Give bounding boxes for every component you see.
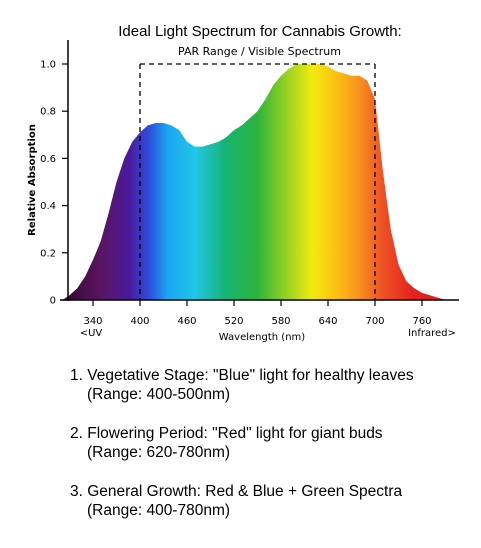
y-axis-ticks: 0 0.2 0.4 0.6 0.8 1.0 bbox=[40, 60, 68, 307]
y-tick-label: 0.2 bbox=[40, 248, 56, 259]
x-tick-label: 340 bbox=[83, 316, 102, 327]
y-tick-label: 0.8 bbox=[40, 107, 56, 118]
x-tick-label: 580 bbox=[271, 316, 290, 327]
note-range: (Range: 620-780nm) bbox=[87, 444, 231, 461]
par-range-label: PAR Range / Visible Spectrum bbox=[178, 45, 341, 58]
growth-notes: 1. Vegetative Stage: "Blue" light for he… bbox=[70, 366, 470, 540]
x-axis-label: Wavelength (nm) bbox=[219, 332, 305, 343]
note-range: (Range: 400-500nm) bbox=[87, 386, 231, 403]
y-tick-label: 1.0 bbox=[40, 60, 56, 71]
y-tick-label: 0.4 bbox=[40, 201, 56, 212]
x-tick-label: 520 bbox=[224, 316, 243, 327]
note-text: 3. General Growth: Red & Blue + Green Sp… bbox=[70, 483, 403, 500]
y-axis-label: Relative Absorption bbox=[27, 124, 38, 236]
note-vegetative: 1. Vegetative Stage: "Blue" light for he… bbox=[70, 366, 470, 404]
note-text: 1. Vegetative Stage: "Blue" light for he… bbox=[70, 367, 414, 384]
spectrum-chart: Ideal Light Spectrum for Cannabis Growth… bbox=[27, 23, 459, 343]
note-general-growth: 3. General Growth: Red & Blue + Green Sp… bbox=[70, 482, 470, 520]
y-tick-label: 0 bbox=[50, 296, 56, 307]
chart-title: Ideal Light Spectrum for Cannabis Growth… bbox=[118, 23, 401, 40]
x-tick-label: 640 bbox=[318, 316, 337, 327]
par-bracket: PAR Range / Visible Spectrum bbox=[139, 45, 376, 300]
y-tick-label: 0.6 bbox=[40, 154, 56, 165]
x-tick-label: 460 bbox=[177, 316, 196, 327]
x-tick-sublabel: Infrared> bbox=[408, 328, 456, 339]
note-range: (Range: 400-780nm) bbox=[87, 502, 231, 519]
x-tick-label: 760 bbox=[412, 316, 431, 327]
spectrum-series-area bbox=[62, 64, 446, 300]
x-tick-label: 700 bbox=[365, 316, 384, 327]
note-flowering: 2. Flowering Period: "Red" light for gia… bbox=[70, 424, 470, 462]
x-tick-sublabel: <UV bbox=[80, 328, 103, 339]
x-tick-label: 400 bbox=[130, 316, 149, 327]
note-text: 2. Flowering Period: "Red" light for gia… bbox=[70, 425, 383, 442]
